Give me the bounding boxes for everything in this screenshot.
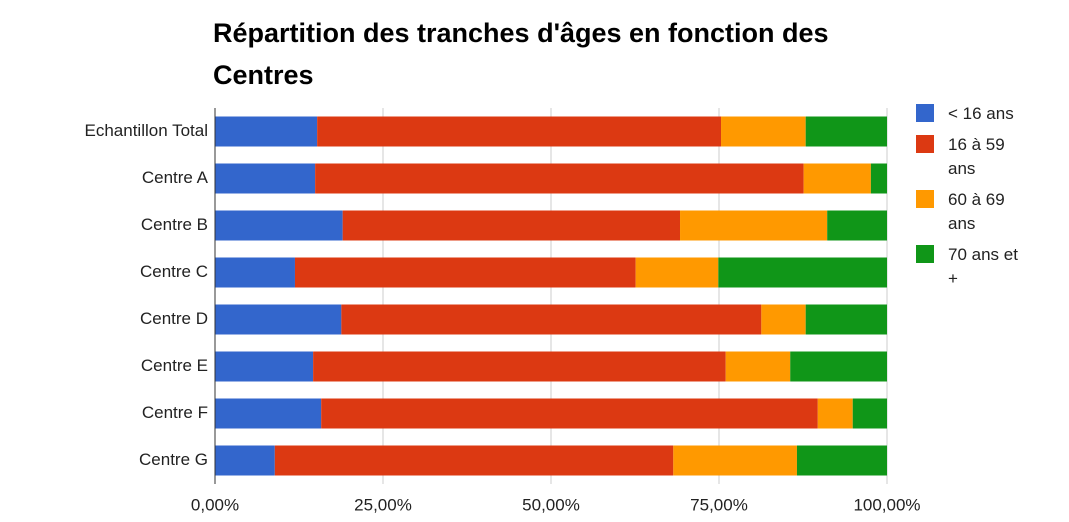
x-tick-label: 75,00% [690, 495, 748, 514]
bar-segment [215, 210, 343, 241]
bar-segment [796, 445, 887, 476]
x-tick-label: 25,00% [354, 495, 412, 514]
y-tick-label: Centre E [141, 356, 208, 375]
bar-segment [341, 304, 762, 335]
y-tick-label: Centre F [142, 403, 208, 422]
bar-segment [215, 304, 342, 335]
y-tick-label: Centre B [141, 215, 208, 234]
bar-segment [852, 398, 887, 429]
bar-segment [827, 210, 887, 241]
bar-segment [317, 116, 722, 147]
bar-segment [725, 351, 791, 382]
legend: < 16 ans 16 à 59 ans 60 à 69 ans 70 ans et … [916, 102, 1032, 298]
bar-segment [673, 445, 797, 476]
x-tick-label: 100,00% [853, 495, 920, 514]
bar-segment [817, 398, 853, 429]
bar-segment [870, 163, 887, 194]
x-tick-label: 50,00% [522, 495, 580, 514]
bar-segment [342, 210, 681, 241]
legend-label: 60 à 69 ans [948, 190, 1005, 233]
legend-swatch [916, 245, 934, 263]
bar-segment [315, 163, 804, 194]
bar-segment [215, 116, 318, 147]
bar-segment [215, 398, 322, 429]
bar-segment [215, 351, 314, 382]
bar-segment [761, 304, 806, 335]
legend-item: 70 ans et + [916, 243, 1032, 291]
bar-segment [805, 116, 887, 147]
y-tick-label: Centre A [142, 168, 209, 187]
bar-segment [680, 210, 828, 241]
x-tick-label: 0,00% [191, 495, 239, 514]
legend-label: < 16 ans [948, 104, 1014, 123]
bar-segment [721, 116, 806, 147]
legend-item: 16 à 59 ans [916, 133, 1032, 181]
legend-label: 16 à 59 ans [948, 135, 1005, 178]
bar-segment [803, 163, 871, 194]
legend-item: 60 à 69 ans [916, 188, 1032, 236]
bar-segment [215, 445, 275, 476]
legend-swatch [916, 190, 934, 208]
bar-segment [294, 257, 636, 288]
y-tick-label: Centre D [140, 309, 208, 328]
bar-segment [635, 257, 719, 288]
bar-segment [321, 398, 818, 429]
y-tick-label: Echantillon Total [85, 121, 209, 140]
legend-swatch [916, 135, 934, 153]
legend-item: < 16 ans [916, 102, 1032, 126]
legend-swatch [916, 104, 934, 122]
bar-segment [215, 163, 316, 194]
bar-segment [274, 445, 674, 476]
legend-label: 70 ans et + [948, 245, 1018, 288]
chart-title: Répartition des tranches d'âges en fonct… [213, 18, 829, 90]
bar-segment [718, 257, 887, 288]
y-tick-label: Centre G [139, 450, 208, 469]
bar-segment [790, 351, 887, 382]
y-tick-label: Centre C [140, 262, 208, 281]
bar-segment [313, 351, 726, 382]
bar-segment [215, 257, 295, 288]
bar-segment [805, 304, 887, 335]
